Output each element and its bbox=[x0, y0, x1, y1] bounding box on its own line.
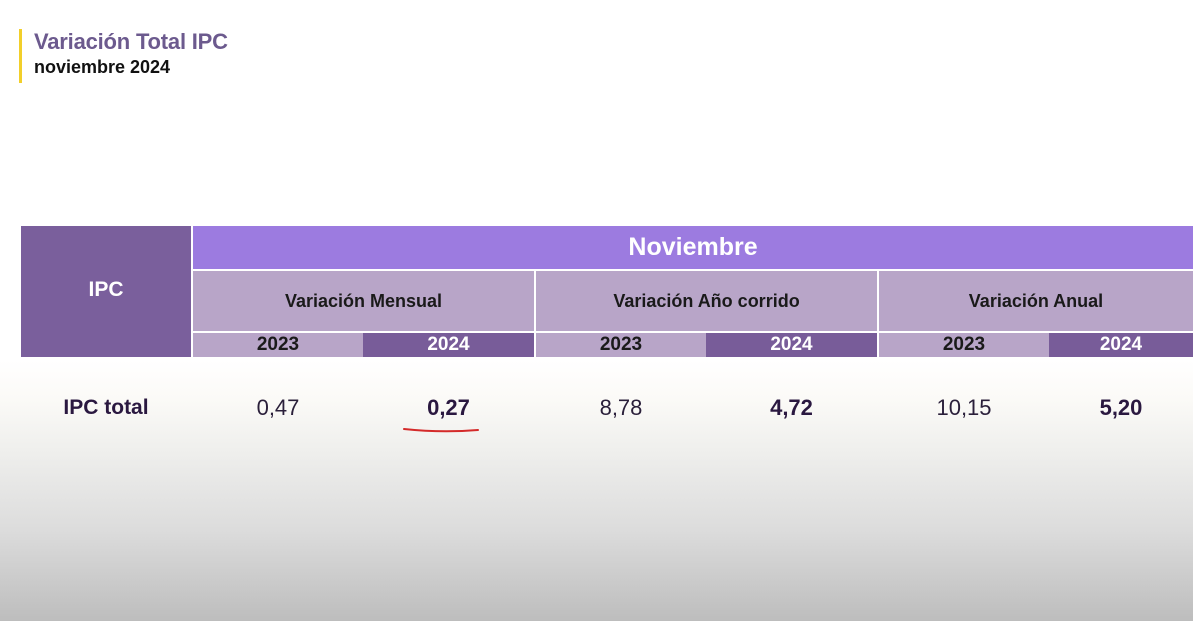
value-mensual-2024: 0,27 bbox=[427, 395, 470, 420]
page-subtitle: noviembre 2024 bbox=[34, 57, 171, 77]
value-ano-corrido-2024: 4,72 bbox=[770, 395, 813, 420]
group-header-anual: Variación Anual bbox=[879, 271, 1193, 331]
value-anual-2024: 5,20 bbox=[1099, 395, 1143, 420]
red-underline-annotation bbox=[403, 428, 479, 433]
ipc-table: IPC Noviembre Variación Mensual Variació… bbox=[21, 226, 1193, 357]
year-header-ano-corrido-2024: 2024 bbox=[706, 333, 877, 357]
ipc-row-header: IPC bbox=[21, 226, 191, 357]
group-header-ano-corrido: Variación Año corrido bbox=[536, 271, 877, 331]
year-header-anual-2024: 2024 bbox=[1049, 333, 1193, 357]
table-row: IPC total 0,47 0,27 8,78 4,72 10,15 5,20 bbox=[0, 388, 1193, 428]
value-anual-2023: 10,15 bbox=[936, 395, 992, 420]
value-mensual-2023: 0,47 bbox=[256, 395, 300, 420]
year-header-mensual-2024: 2024 bbox=[363, 333, 534, 357]
value-ano-corrido-2023: 8,78 bbox=[599, 395, 643, 420]
page-title: Variación Total IPC bbox=[34, 29, 228, 54]
month-header: Noviembre bbox=[193, 226, 1193, 269]
year-header-anual-2023: 2023 bbox=[879, 333, 1049, 357]
title-block: Variación Total IPC noviembre 2024 bbox=[19, 29, 228, 83]
group-header-mensual: Variación Mensual bbox=[193, 271, 534, 331]
row-label: IPC total bbox=[63, 396, 149, 419]
year-header-mensual-2023: 2023 bbox=[193, 333, 363, 357]
year-header-ano-corrido-2023: 2023 bbox=[536, 333, 706, 357]
